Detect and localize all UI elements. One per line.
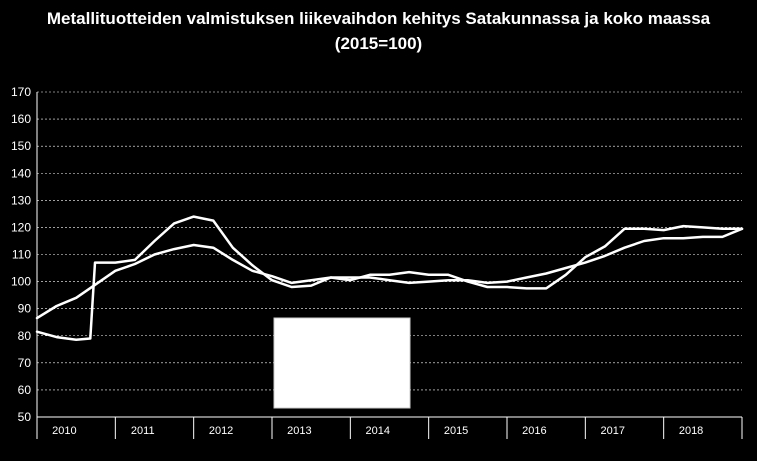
x-tick-label: 2012 (209, 425, 233, 437)
overlay-box (273, 317, 411, 409)
y-tick-label: 50 (18, 410, 32, 424)
y-tick-label: 100 (11, 275, 31, 289)
x-tick-label: 2014 (366, 425, 390, 437)
y-tick-label: 90 (18, 302, 32, 316)
series-line-2 (35, 215, 744, 342)
y-tick-label: 130 (11, 193, 31, 207)
y-tick-label: 110 (12, 248, 31, 262)
x-tick-label: 2013 (287, 425, 311, 437)
series-line-1 (35, 227, 744, 320)
y-tick-label: 160 (11, 112, 31, 126)
x-tick-label: 2015 (444, 425, 468, 437)
y-tick-label: 120 (11, 220, 31, 234)
x-tick-label: 2017 (601, 425, 625, 437)
y-tick-label: 150 (11, 139, 31, 153)
chart-title-line: Metallituotteiden valmistuksen liikevaih… (46, 9, 711, 28)
x-tick-label: 2011 (131, 425, 155, 437)
y-tick-label: 80 (18, 329, 32, 343)
chart-subtitle: (2015=100) (334, 34, 423, 53)
y-tick-label: 60 (18, 383, 32, 397)
y-tick-label: 170 (11, 85, 31, 99)
chart-title: Metallituotteiden valmistuksen liikevaih… (0, 6, 757, 56)
x-tick-label: 2018 (679, 425, 703, 437)
x-tick-label: 2010 (52, 425, 76, 437)
y-tick-label: 70 (18, 356, 32, 370)
y-tick-label: 140 (11, 166, 31, 180)
x-tick-label: 2016 (522, 425, 546, 437)
